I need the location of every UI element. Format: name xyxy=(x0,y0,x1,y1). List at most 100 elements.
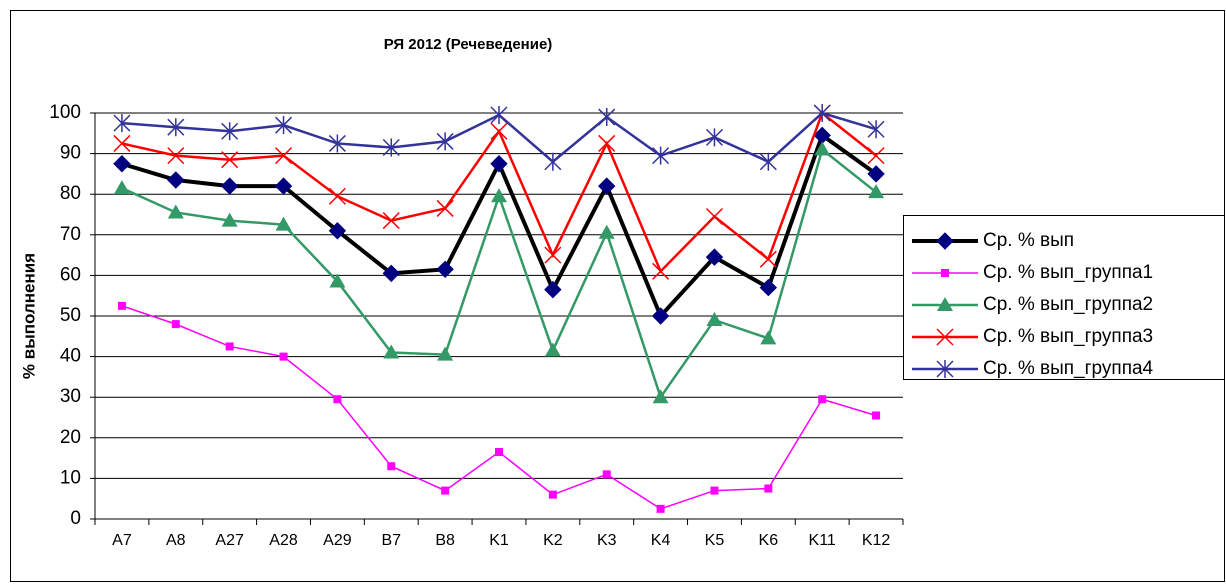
point xyxy=(705,128,723,147)
point xyxy=(328,187,346,205)
point xyxy=(706,312,723,327)
point xyxy=(117,301,126,310)
y-tick-label: 50 xyxy=(60,305,81,326)
point xyxy=(598,134,616,152)
point xyxy=(651,307,670,325)
point xyxy=(544,342,561,357)
point xyxy=(491,188,507,203)
point xyxy=(598,224,615,239)
point xyxy=(279,352,288,361)
point xyxy=(872,411,881,420)
point xyxy=(436,132,454,151)
y-tick-label: 30 xyxy=(60,386,81,407)
point xyxy=(113,134,131,152)
y-tick-label: 90 xyxy=(60,143,81,164)
legend-label: Ср. % вып xyxy=(983,230,1074,251)
x-tick-label: K6 xyxy=(759,532,779,549)
point xyxy=(868,184,885,199)
point xyxy=(936,328,954,346)
legend-label: Ср. % вып_группа2 xyxy=(983,294,1153,315)
legend-label: Ср. % вып_группа1 xyxy=(983,262,1153,283)
point xyxy=(867,147,885,165)
point xyxy=(275,216,292,231)
y-tick-label: 20 xyxy=(60,427,81,448)
chart-title: РЯ 2012 (Речеведение) xyxy=(384,36,553,53)
y-tick-label: 10 xyxy=(60,467,81,488)
point xyxy=(328,222,347,240)
point xyxy=(544,246,562,264)
legend-label: Ср. % вып_группа3 xyxy=(983,326,1153,347)
point xyxy=(936,232,954,250)
point xyxy=(329,273,346,288)
point xyxy=(548,490,557,499)
point xyxy=(437,346,454,361)
point xyxy=(221,122,239,141)
point xyxy=(656,504,665,513)
point xyxy=(495,448,503,457)
point xyxy=(333,395,342,404)
point xyxy=(382,264,400,283)
point xyxy=(705,248,724,266)
point xyxy=(113,114,131,133)
y-tick-label: 80 xyxy=(60,183,81,204)
point xyxy=(387,462,396,471)
point xyxy=(274,177,293,195)
point xyxy=(275,116,293,135)
y-tick-label: 40 xyxy=(60,346,81,367)
point xyxy=(652,146,670,165)
point xyxy=(382,212,400,230)
x-tick-label: K1 xyxy=(489,532,509,549)
point xyxy=(936,360,954,378)
y-tick-label: 70 xyxy=(60,224,81,245)
x-tick-label: K2 xyxy=(543,532,563,549)
point xyxy=(490,122,508,140)
x-tick-label: B7 xyxy=(381,532,401,549)
point xyxy=(436,199,454,217)
point xyxy=(220,177,239,195)
x-tick-label: K11 xyxy=(809,532,836,549)
point xyxy=(710,486,719,495)
point xyxy=(436,260,454,279)
point xyxy=(167,147,185,165)
point xyxy=(167,204,184,219)
point xyxy=(652,389,669,404)
x-tick-label: K4 xyxy=(651,532,671,549)
point xyxy=(759,250,777,268)
point xyxy=(759,278,778,297)
point xyxy=(705,207,723,226)
x-tick-label: A8 xyxy=(166,532,186,549)
point xyxy=(598,177,616,195)
x-tick-label: K3 xyxy=(597,532,617,549)
point xyxy=(813,104,831,122)
x-tick-label: A27 xyxy=(215,532,244,549)
point xyxy=(941,269,949,277)
point xyxy=(760,330,777,345)
y-tick-label: 0 xyxy=(70,508,81,529)
y-axis-label: % выполнения xyxy=(19,253,38,379)
point xyxy=(818,395,827,404)
point xyxy=(490,106,508,125)
point xyxy=(225,342,234,351)
point xyxy=(764,484,773,493)
point xyxy=(382,138,400,157)
x-tick-label: A28 xyxy=(269,532,298,549)
point xyxy=(328,134,346,153)
point xyxy=(544,152,562,171)
point xyxy=(383,344,400,359)
legend-label: Ср. % вып_группа4 xyxy=(983,358,1154,379)
x-tick-label: A29 xyxy=(323,532,352,549)
point xyxy=(221,212,238,227)
point xyxy=(171,320,180,329)
point xyxy=(759,152,777,171)
point xyxy=(602,470,611,479)
point xyxy=(652,262,670,280)
x-tick-label: K12 xyxy=(862,532,891,549)
x-tick-label: B8 xyxy=(435,532,455,549)
point xyxy=(598,108,616,127)
point xyxy=(167,171,185,189)
y-tick-label: 60 xyxy=(60,264,81,285)
point xyxy=(113,155,131,173)
point xyxy=(814,141,831,156)
point xyxy=(937,297,953,311)
